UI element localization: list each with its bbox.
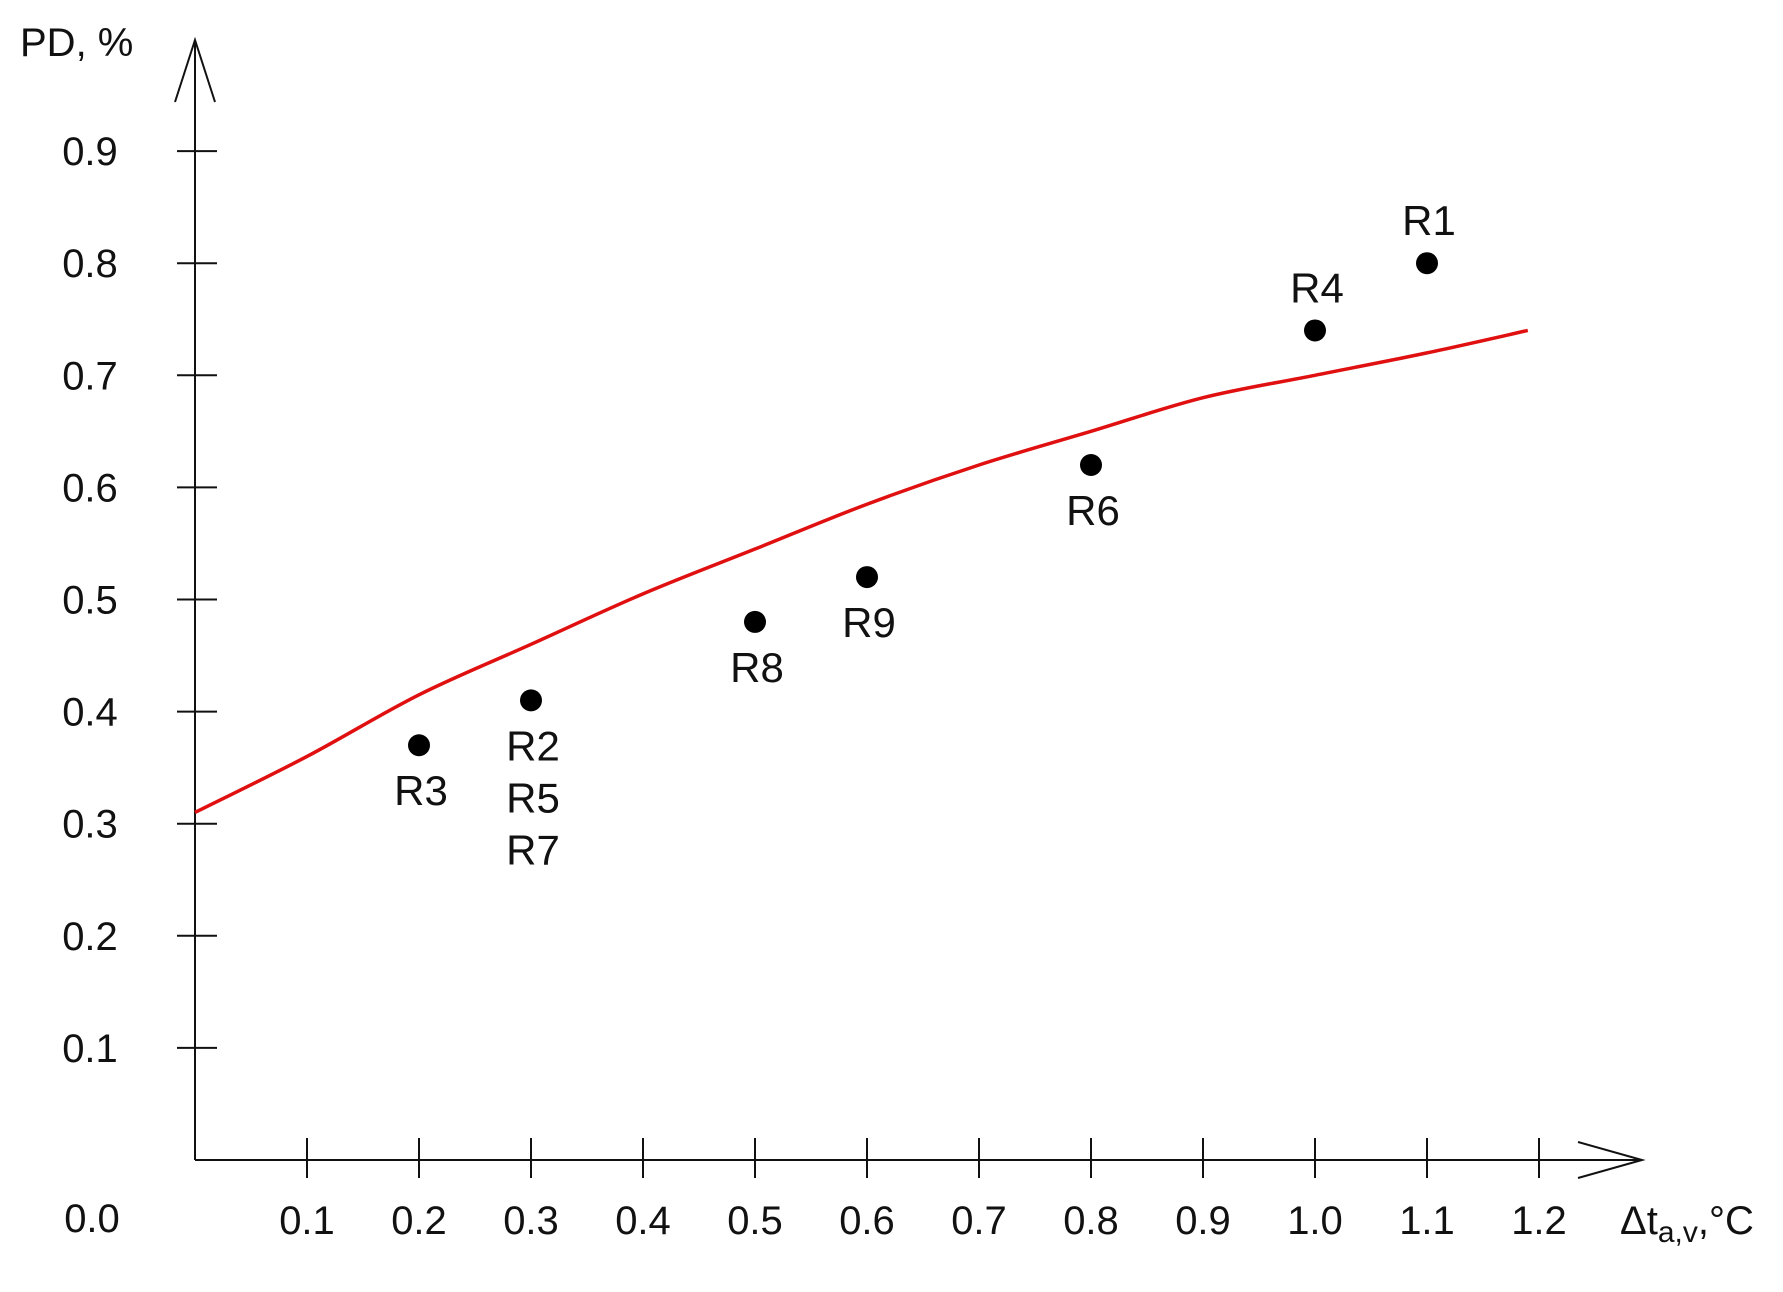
x-tick-label: 1.0: [1287, 1199, 1343, 1243]
labels-layer: R1 R4 R6 R9 R8 R2 R5 R7 R3: [394, 197, 1456, 873]
y-axis-arrow: [174, 36, 216, 103]
x-axis-title-unit: ,°C: [1698, 1199, 1754, 1243]
origin-label: 0.0: [64, 1197, 120, 1241]
data-point: [856, 566, 878, 589]
y-axis-title: PD, %: [20, 21, 133, 65]
x-axis-title-subscript: a,v: [1658, 1216, 1698, 1249]
point-label: R9: [842, 599, 896, 646]
point-label: R6: [1066, 487, 1120, 534]
point-label: R3: [394, 767, 448, 814]
data-point: [1416, 252, 1438, 275]
x-tick-label: 0.7: [951, 1199, 1007, 1243]
y-tick-label: 0.2: [62, 915, 118, 959]
y-tick-label: 0.5: [62, 579, 118, 623]
x-tick-label: 0.6: [839, 1199, 895, 1243]
points-layer: [408, 252, 1438, 757]
x-tick-label: 0.1: [279, 1199, 335, 1243]
point-label: R4: [1290, 264, 1344, 311]
data-point: [408, 734, 430, 757]
point-label: R1: [1402, 197, 1456, 244]
x-tick-label: 0.5: [727, 1199, 783, 1243]
data-point: [1304, 319, 1326, 342]
point-label: R7: [506, 826, 560, 873]
y-tick-label: 0.4: [62, 691, 118, 735]
data-point: [744, 610, 766, 633]
y-tick-label: 0.7: [62, 354, 118, 398]
x-tick-label: 0.9: [1175, 1199, 1231, 1243]
point-label: R2: [506, 722, 560, 769]
fit-curve-layer: [194, 328, 1529, 815]
x-tick-label: 0.2: [391, 1199, 447, 1243]
y-tick-label: 0.6: [62, 466, 118, 510]
x-tick-label: 0.4: [615, 1199, 671, 1243]
point-label: R5: [506, 774, 560, 821]
y-tick-label: 0.1: [62, 1027, 118, 1071]
x-tick-label: 0.3: [503, 1199, 559, 1243]
y-tick-label: 0.8: [62, 242, 118, 286]
x-tick-label: 1.2: [1511, 1199, 1567, 1243]
x-tick-label: 0.8: [1063, 1199, 1119, 1243]
y-tick-label: 0.3: [62, 803, 118, 847]
x-axis-title: Δta,v,°C: [1620, 1199, 1754, 1249]
x-axis-arrow: [1577, 1141, 1646, 1179]
point-label: R8: [730, 644, 784, 691]
axes: [174, 36, 1646, 1179]
x-tick-label: 1.1: [1399, 1199, 1455, 1243]
ticks: 0.1 0.2 0.3 0.4 0.5 0.6 0.7 0.8 0.9 0.1 0.2 0.3 0.4 0…: [20, 21, 1754, 1249]
data-point: [520, 689, 542, 712]
x-axis-title-main: Δt: [1620, 1199, 1658, 1243]
data-point: [1080, 453, 1102, 476]
fit-curve: [194, 328, 1529, 815]
y-tick-label: 0.9: [62, 130, 118, 174]
